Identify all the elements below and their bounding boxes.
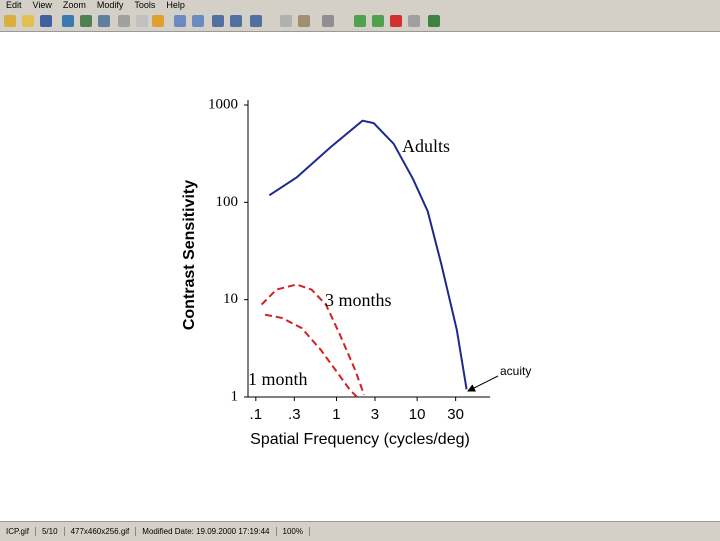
y-tick-label: 10 <box>223 291 238 307</box>
icon[interactable] <box>212 15 224 27</box>
icon[interactable] <box>174 15 186 27</box>
icon[interactable] <box>62 15 74 27</box>
menu-item[interactable]: Edit <box>6 0 22 10</box>
series-line <box>264 313 358 398</box>
icon[interactable] <box>298 15 310 27</box>
y-tick-label: 1 <box>231 388 239 404</box>
icon[interactable] <box>354 15 366 27</box>
icon[interactable] <box>390 15 402 27</box>
icon[interactable] <box>80 15 92 27</box>
menu-item[interactable]: Tools <box>134 0 156 10</box>
icon[interactable] <box>22 15 34 27</box>
status-bar: ICP.gif 5/10 477x460x256.gif Modified Date:… <box>0 521 720 541</box>
menu-item[interactable]: View <box>32 0 52 10</box>
status-field: 100% <box>276 527 310 536</box>
status-field: ICP.gif <box>0 527 36 536</box>
icon[interactable] <box>118 15 130 27</box>
x-tick-label: .1 <box>250 406 263 423</box>
icon[interactable] <box>408 15 420 27</box>
status-field: 5/10 <box>35 527 65 536</box>
icon[interactable] <box>230 15 242 27</box>
menu-bar: Edit View Zoom Modify Tools Help <box>0 0 720 11</box>
icon[interactable] <box>192 15 204 27</box>
icon[interactable] <box>428 15 440 27</box>
x-axis-title: Spatial Frequency (cycles/deg) <box>250 431 470 448</box>
icon[interactable] <box>98 15 110 27</box>
menu-item[interactable]: Modify <box>96 0 124 10</box>
annotation: acuity <box>500 364 531 378</box>
series-label: 1 month <box>248 369 308 389</box>
icon[interactable] <box>372 15 384 27</box>
x-tick-label: .3 <box>288 406 301 423</box>
series-line <box>260 283 366 396</box>
y-axis-title: Contrast Sensitivity <box>181 180 198 330</box>
icon[interactable] <box>250 15 262 27</box>
menu-item[interactable]: Zoom <box>62 0 86 10</box>
x-tick-label: 3 <box>371 406 379 423</box>
icon[interactable] <box>280 15 292 27</box>
icon[interactable] <box>4 15 16 27</box>
icon[interactable] <box>322 15 334 27</box>
icon[interactable] <box>136 15 148 27</box>
icon[interactable] <box>40 15 52 27</box>
menu-item[interactable]: Help <box>166 0 185 10</box>
x-tick-label: 10 <box>409 406 426 423</box>
y-tick-label: 100 <box>216 194 239 210</box>
x-tick-label: 1 <box>332 406 340 423</box>
y-tick-label: 1000 <box>208 96 238 112</box>
status-field: Modified Date: 19.09.2000 17:19:44 <box>136 527 277 536</box>
annotation-arrow <box>467 375 499 392</box>
series-line <box>268 119 468 390</box>
series-label: 3 months <box>325 290 392 310</box>
toolbar <box>0 11 720 32</box>
status-field: 477x460x256.gif <box>64 527 137 536</box>
x-tick-label: 30 <box>447 406 464 423</box>
icon[interactable] <box>152 15 164 27</box>
series-label: Adults <box>402 136 450 156</box>
